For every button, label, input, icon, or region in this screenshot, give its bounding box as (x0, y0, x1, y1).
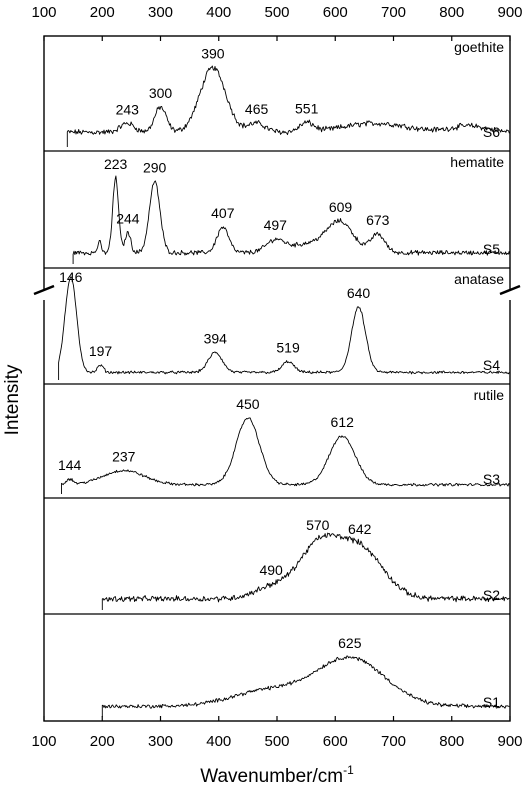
x-tick-label-top: 500 (264, 4, 289, 21)
axis-break-marks (33, 284, 521, 300)
break-gap (506, 290, 514, 300)
y-axis-title: Intensity (2, 364, 23, 435)
peak-label: 197 (89, 343, 113, 359)
bottom-axis-ticks: 100 200 300 400 500 600 700 800 900 (31, 716, 523, 750)
peak-label: 394 (204, 330, 228, 346)
x-axis-title-superscript: -1 (343, 763, 354, 777)
panel-s2: 490 570 642 S2 (44, 497, 510, 610)
panel-s4: 146 197 394 519 640 anatase S4 (44, 267, 510, 380)
spectrum-line-s4 (58, 276, 510, 380)
peak-label: 465 (245, 101, 269, 117)
x-tick-label-top: 600 (323, 4, 348, 21)
peak-label: 290 (143, 160, 167, 176)
panel-s6: 243 300 390 465 551 goethite S6 (66, 39, 510, 147)
peak-label: 450 (236, 396, 260, 412)
x-tick-label-top: 900 (497, 4, 522, 21)
spectra-panels: 243 300 390 465 551 goethite S6 223 244 290 407 497… (44, 39, 511, 717)
peak-label: 673 (366, 212, 390, 228)
peak-label: 612 (331, 414, 355, 430)
mineral-label: rutile (474, 387, 505, 403)
spectrum-line-s3 (61, 417, 510, 494)
peak-label: 640 (347, 285, 371, 301)
top-axis-ticks: 100 200 300 400 500 600 700 800 900 (31, 4, 523, 41)
peak-label: 244 (116, 211, 140, 227)
spectrum-line-s6 (66, 65, 510, 147)
peak-label: 519 (276, 340, 300, 356)
x-tick-label-top: 200 (90, 4, 115, 21)
x-tick-label-bottom: 700 (381, 733, 406, 750)
plot-frame (43, 35, 511, 722)
x-tick-label-bottom: 600 (323, 733, 348, 750)
peak-label: 300 (149, 85, 173, 101)
break-gap (40, 290, 48, 300)
peak-label: 490 (259, 562, 283, 578)
x-tick-label-top: 800 (439, 4, 464, 21)
peak-label: 570 (306, 517, 330, 533)
x-tick-label-top: 400 (206, 4, 231, 21)
x-tick-label-bottom: 500 (264, 733, 289, 750)
peak-label: 144 (58, 457, 82, 473)
x-tick-label-bottom: 800 (439, 733, 464, 750)
sample-label: S6 (483, 124, 500, 140)
x-tick-label-bottom: 400 (206, 733, 231, 750)
x-tick-label-bottom: 300 (148, 733, 173, 750)
mineral-label: hematite (450, 154, 504, 170)
peak-label: 146 (59, 269, 83, 285)
peak-label: 609 (329, 199, 353, 215)
peak-label: 551 (295, 100, 319, 116)
peak-label: 625 (338, 635, 362, 651)
peak-label: 223 (104, 156, 128, 172)
mineral-label: anatase (454, 271, 504, 287)
sample-label: S4 (483, 357, 500, 373)
spectrum-line-s1 (101, 655, 510, 717)
x-axis-title: Wavenumber/cm-1 (200, 763, 354, 787)
peak-label: 243 (116, 101, 140, 117)
x-tick-label-top: 700 (381, 4, 406, 21)
mineral-label: goethite (454, 39, 504, 55)
x-tick-label-bottom: 900 (497, 733, 522, 750)
panel-s1: 625 S1 (44, 613, 510, 717)
peak-label: 390 (201, 46, 225, 62)
sample-label: S2 (483, 587, 500, 603)
x-tick-label-top: 300 (148, 4, 173, 21)
panel-s3: 144 237 450 612 rutile S3 (44, 383, 510, 494)
sample-label: S5 (483, 241, 500, 257)
break-slash (33, 284, 55, 296)
spectrum-line-s5 (72, 175, 511, 264)
sample-label: S3 (483, 471, 500, 487)
spectrum-line-s2 (101, 532, 510, 610)
x-axis-title-text: Wavenumber/cm (200, 766, 343, 787)
peak-label: 407 (211, 205, 235, 221)
peak-label: 237 (112, 448, 136, 464)
sample-label: S1 (483, 694, 500, 710)
peak-label: 497 (264, 217, 288, 233)
x-tick-label-bottom: 200 (90, 733, 115, 750)
x-tick-label-bottom: 100 (31, 733, 56, 750)
break-slash (499, 284, 521, 296)
x-tick-label-top: 100 (31, 4, 56, 21)
peak-label: 642 (348, 521, 372, 537)
panel-s5: 223 244 290 407 497 609 673 hematite S5 (44, 150, 511, 264)
